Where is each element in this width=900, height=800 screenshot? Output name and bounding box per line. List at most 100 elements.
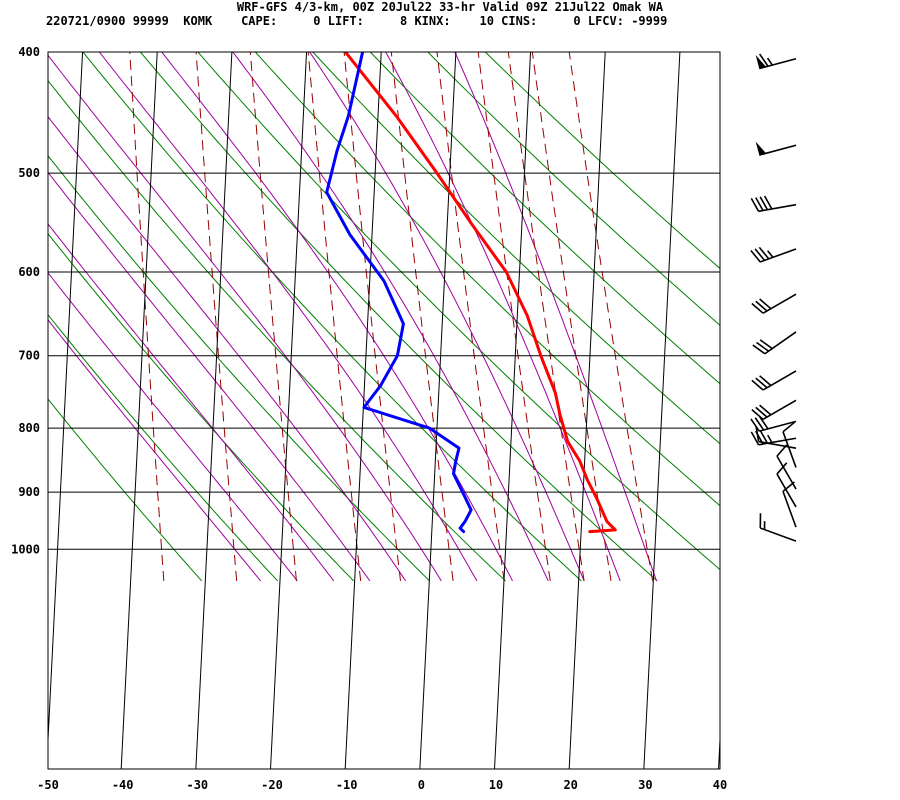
wind-barb [759,513,797,542]
wind-barb-feather [782,421,795,433]
wind-barb-feather [758,246,770,260]
wind-barb-shaft [762,370,797,391]
wind-barb-feather [755,197,764,211]
dry-adiabat-line [48,313,278,582]
dry-adiabat-line [312,52,720,445]
wind-barb [782,421,797,468]
dry-adiabat-line [369,52,720,385]
temperature-tick-label: -10 [336,778,358,792]
wind-barb-feather [759,375,772,387]
moist-adiabat-line [232,52,549,582]
sounding-traces [325,52,617,534]
wind-barb-feather [755,377,768,389]
wind-barb [755,53,797,70]
isotherm-line [48,52,84,750]
pressure-tick-label: 500 [18,166,40,180]
wind-barb-shaft [759,57,797,70]
wind-barb-feather [754,248,766,261]
temperature-tick-label: 40 [713,778,727,792]
wind-barb [750,246,797,263]
temperature-axis: -50 -40 -30 -20 -10 0 10 20 30 40 [37,778,727,792]
wind-barb-shaft [758,440,797,449]
moist-adiabat-line [48,54,442,582]
isotherm-line [494,52,532,769]
moist-adiabat-line [48,171,371,582]
wind-barb-feather [776,462,788,475]
wind-barb-feather [756,341,770,352]
wind-barb-feather [766,57,773,66]
mixing-ratio-line [477,52,551,581]
dry-adiabat-line [48,155,430,582]
moist-adiabat-line [454,52,657,582]
wind-barb-feather [750,249,761,263]
mixing-ratio-line [195,52,238,581]
dry-adiabat-line [48,233,354,582]
dry-adiabat-line [48,398,203,582]
moist-adiabat-line [48,271,298,582]
wind-barb-shaft [758,203,797,213]
moist-adiabat-line [48,115,407,582]
pressure-tick-label: 800 [18,421,40,435]
isotherm-line [419,52,457,769]
temperature-tick-label: 20 [563,778,577,792]
mixing-ratio-line [307,52,362,581]
wind-barb-shaft [762,293,797,314]
mixing-ratio-line [531,52,612,581]
station-stats-line: 220721/0900 99999 KOMK CAPE: 0 LIFT: 8 K… [46,14,667,28]
temperature-tick-label: 10 [489,778,503,792]
mixing-ratio-line [343,52,401,581]
dry-adiabat-line [82,52,582,582]
wind-barb-feather [755,406,768,418]
isotherm-line [568,52,606,769]
temperature-tick-label: 30 [638,778,652,792]
temperature-tick-label: -20 [261,778,283,792]
wind-barb-feather [759,298,772,310]
isotherm-line [718,729,720,769]
plot-frame [47,51,721,770]
wind-barb-feather [759,404,772,416]
isotherm-line [195,52,233,769]
moist-adiabat-line [385,52,621,582]
mixing-ratio-line [568,52,654,581]
wind-barb-feather [766,250,774,258]
wind-barb-shaft [762,399,797,421]
wind-barb-feather [759,429,769,444]
wind-barb-column [750,53,797,542]
wind-barb-shaft [759,144,797,156]
temperature-tick-label: -30 [186,778,208,792]
dry-adiabat-line [139,52,658,582]
isotherm-line [643,52,681,769]
wind-barb-feather [758,416,769,430]
isotherm-line [344,52,382,769]
mixing-ratio-line [436,52,505,581]
mixing-ratio-line [507,52,585,581]
moist-adiabat-line [98,52,478,582]
dewpoint-trace [325,52,473,534]
wind-barb-feather [758,53,769,67]
wind-barb [750,195,797,213]
isotherm-line [270,52,308,769]
wind-barb-feather [752,344,766,355]
chart-title: WRF-GFS 4/3-km, 00Z 20Jul22 33-hr Valid … [237,0,664,14]
pressure-tick-label: 1000 [11,542,40,556]
dry-adiabat-line [254,52,720,507]
dry-adiabat-line [427,52,720,326]
wind-barb-feather [763,195,773,210]
mixing-ratio-line [129,52,165,581]
pressure-tick-label: 900 [18,485,40,499]
pressure-axis: 400 500 600 700 800 900 1000 [11,45,40,556]
wind-barb-shaft [758,437,797,446]
wind-barb-pennant [755,55,767,69]
temperature-trace [343,52,617,534]
wind-barb-feather [751,379,764,391]
wind-barb-feather [750,197,760,212]
mixing-ratio-line [390,52,454,581]
wind-barb-feather [754,417,765,431]
wind-barb [751,399,797,421]
wind-barb-feather [755,300,768,312]
wind-barb [776,462,797,508]
wind-barb-shaft [782,431,797,468]
temperature-tick-label: -50 [37,778,59,792]
moist-adiabat-line [48,223,335,582]
